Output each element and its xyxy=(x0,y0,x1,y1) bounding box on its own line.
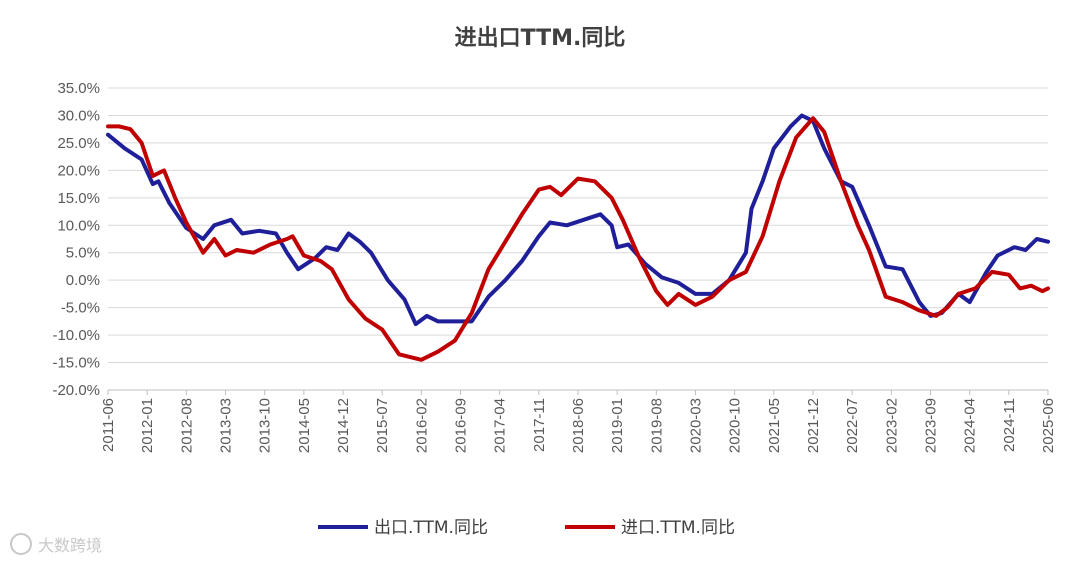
x-tick-label: 2021-12 xyxy=(805,398,822,453)
y-tick-label: 0.0% xyxy=(66,272,100,289)
x-tick-label: 2013-10 xyxy=(257,398,274,453)
legend: 出口.TTM.同比 进口.TTM.同比 xyxy=(318,518,735,538)
x-tick-label: 2016-09 xyxy=(453,398,470,453)
x-tick-label: 2024-04 xyxy=(962,398,979,453)
chart-title: 进出口TTM.同比 xyxy=(455,26,626,51)
y-tick-label: 30.0% xyxy=(57,107,100,124)
x-tick-label: 2016-02 xyxy=(413,398,430,453)
grid-layer xyxy=(108,87,1048,391)
watermark-logo-icon xyxy=(10,533,32,555)
x-tick-label: 2015-07 xyxy=(374,398,391,453)
x-axis-ticks: 2011-06 2012-01 2012-08 2013-03 2013-10 2014-… xyxy=(100,390,1057,453)
y-tick-label: 10.0% xyxy=(57,217,100,234)
y-tick-label: -15.0% xyxy=(52,355,100,372)
x-tick-label: 2023-02 xyxy=(883,398,900,453)
x-tick-label: 2024-11 xyxy=(1001,398,1018,452)
x-tick-label: 2022-07 xyxy=(844,398,861,453)
x-tick-label: 2013-03 xyxy=(218,398,235,453)
x-tick-label: 2018-06 xyxy=(570,398,587,453)
y-tick-label: -10.0% xyxy=(52,327,100,344)
y-tick-label: -5.0% xyxy=(61,300,100,317)
y-tick-label: 15.0% xyxy=(57,190,100,207)
x-tick-label: 2020-03 xyxy=(688,398,705,453)
y-tick-label: -20.0% xyxy=(52,382,100,399)
y-tick-label: 35.0% xyxy=(57,80,100,97)
watermark-text: 大数跨境 xyxy=(38,536,103,555)
y-axis-ticks: 35.0% 30.0% 25.0% 20.0% 15.0% 10.0% 5.0% 0.0% -5… xyxy=(52,80,100,399)
x-tick-label: 2019-01 xyxy=(609,398,626,453)
x-tick-label: 2025-06 xyxy=(1040,398,1057,453)
x-tick-label: 2011-06 xyxy=(100,398,117,452)
x-tick-label: 2012-01 xyxy=(139,398,156,453)
y-tick-label: 20.0% xyxy=(57,162,100,179)
watermark: 大数跨境 xyxy=(10,532,102,556)
x-tick-label: 2014-12 xyxy=(335,398,352,453)
x-tick-label: 2021-05 xyxy=(766,398,783,453)
legend-label-1: 出口.TTM.同比 xyxy=(374,518,488,538)
x-tick-label: 2014-05 xyxy=(296,398,313,453)
series-layer xyxy=(106,113,1050,362)
x-tick-label: 2020-10 xyxy=(727,398,744,453)
x-tick-label: 2019-08 xyxy=(648,398,665,453)
x-tick-label: 2023-09 xyxy=(923,398,940,453)
x-tick-label: 2017-11 xyxy=(531,398,548,452)
y-tick-label: 25.0% xyxy=(57,135,100,152)
x-tick-label: 2017-04 xyxy=(492,398,509,453)
legend-label-2: 进口.TTM.同比 xyxy=(621,518,735,538)
series-line-1 xyxy=(106,113,1050,327)
series-line-2 xyxy=(106,116,1050,362)
x-tick-label: 2012-08 xyxy=(178,398,195,453)
y-tick-label: 5.0% xyxy=(66,245,100,262)
